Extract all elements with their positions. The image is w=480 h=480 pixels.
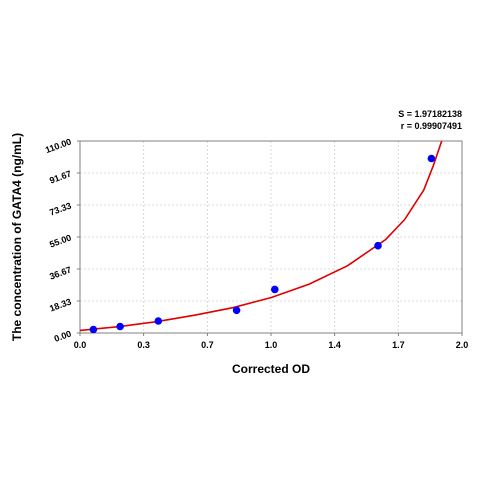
x-tick-label: 0.3: [137, 340, 150, 350]
data-point: [374, 241, 382, 250]
data-point: [154, 317, 163, 325]
x-tick-label: 0.7: [201, 340, 214, 350]
data-point: [271, 285, 279, 294]
y-tick-label: 110.00: [44, 136, 73, 155]
data-points: [89, 154, 436, 334]
data-point: [89, 325, 98, 334]
x-tick-label: 1.4: [328, 340, 341, 350]
data-point: [232, 306, 241, 315]
y-axis: 0.00 18.33 36.67 55.00 73.33 91.67 110.00: [44, 136, 80, 344]
x-tick-label: 1.7: [392, 340, 405, 350]
data-point: [427, 154, 436, 163]
y-tick-label: 0.00: [53, 328, 73, 343]
x-tick-label: 1.0: [265, 340, 278, 350]
x-tick-label: 0.0: [74, 340, 87, 350]
y-tick-label: 18.33: [48, 296, 73, 313]
y-axis-title: The concentration of GATA4 (ng/mL): [10, 133, 24, 341]
y-tick-label: 36.67: [48, 264, 73, 281]
y-tick-label: 73.33: [48, 200, 73, 217]
y-tick-label: 55.00: [48, 232, 73, 249]
grid-lines: [80, 141, 462, 333]
y-tick-label: 91.67: [48, 168, 73, 185]
x-axis-title: Corrected OD: [232, 362, 310, 376]
x-axis: 0.0 0.3 0.7 1.0 1.4 1.7 2.0: [74, 333, 469, 350]
stat-r: r = 0.99907491: [401, 121, 462, 131]
x-tick-label: 2.0: [456, 340, 469, 350]
data-point: [116, 322, 124, 331]
stat-s: S = 1.97182138: [398, 109, 462, 119]
